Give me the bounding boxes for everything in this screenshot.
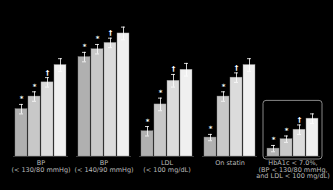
svg-text:*: * — [96, 35, 100, 43]
svg-text:On statin: On statin — [215, 159, 245, 167]
svg-text:†: † — [46, 69, 50, 77]
svg-text:†: † — [235, 64, 239, 72]
svg-text:*: * — [272, 136, 276, 144]
svg-text:BP(< 140/90 mmHg): BP(< 140/90 mmHg) — [74, 159, 133, 174]
svg-text:LDL(< 100 mg/dL): LDL(< 100 mg/dL) — [143, 159, 190, 174]
svg-text:*: * — [83, 43, 87, 51]
svg-text:†: † — [298, 116, 302, 124]
svg-text:†: † — [109, 29, 113, 37]
svg-text:*: * — [33, 83, 37, 91]
svg-text:*: * — [209, 125, 213, 133]
svg-text:†: † — [172, 65, 176, 73]
svg-text:*: * — [159, 89, 163, 97]
svg-text:BP(< 130/80 mmHg): BP(< 130/80 mmHg) — [11, 159, 70, 174]
svg-text:*: * — [20, 95, 24, 103]
svg-text:*: * — [222, 83, 226, 91]
svg-text:HbA1c < 7.0%,(BP < 130/80 mmHg: HbA1c < 7.0%,(BP < 130/80 mmHg,and LDL <… — [256, 159, 330, 180]
svg-text:*: * — [285, 127, 289, 135]
svg-text:*: * — [146, 118, 150, 126]
